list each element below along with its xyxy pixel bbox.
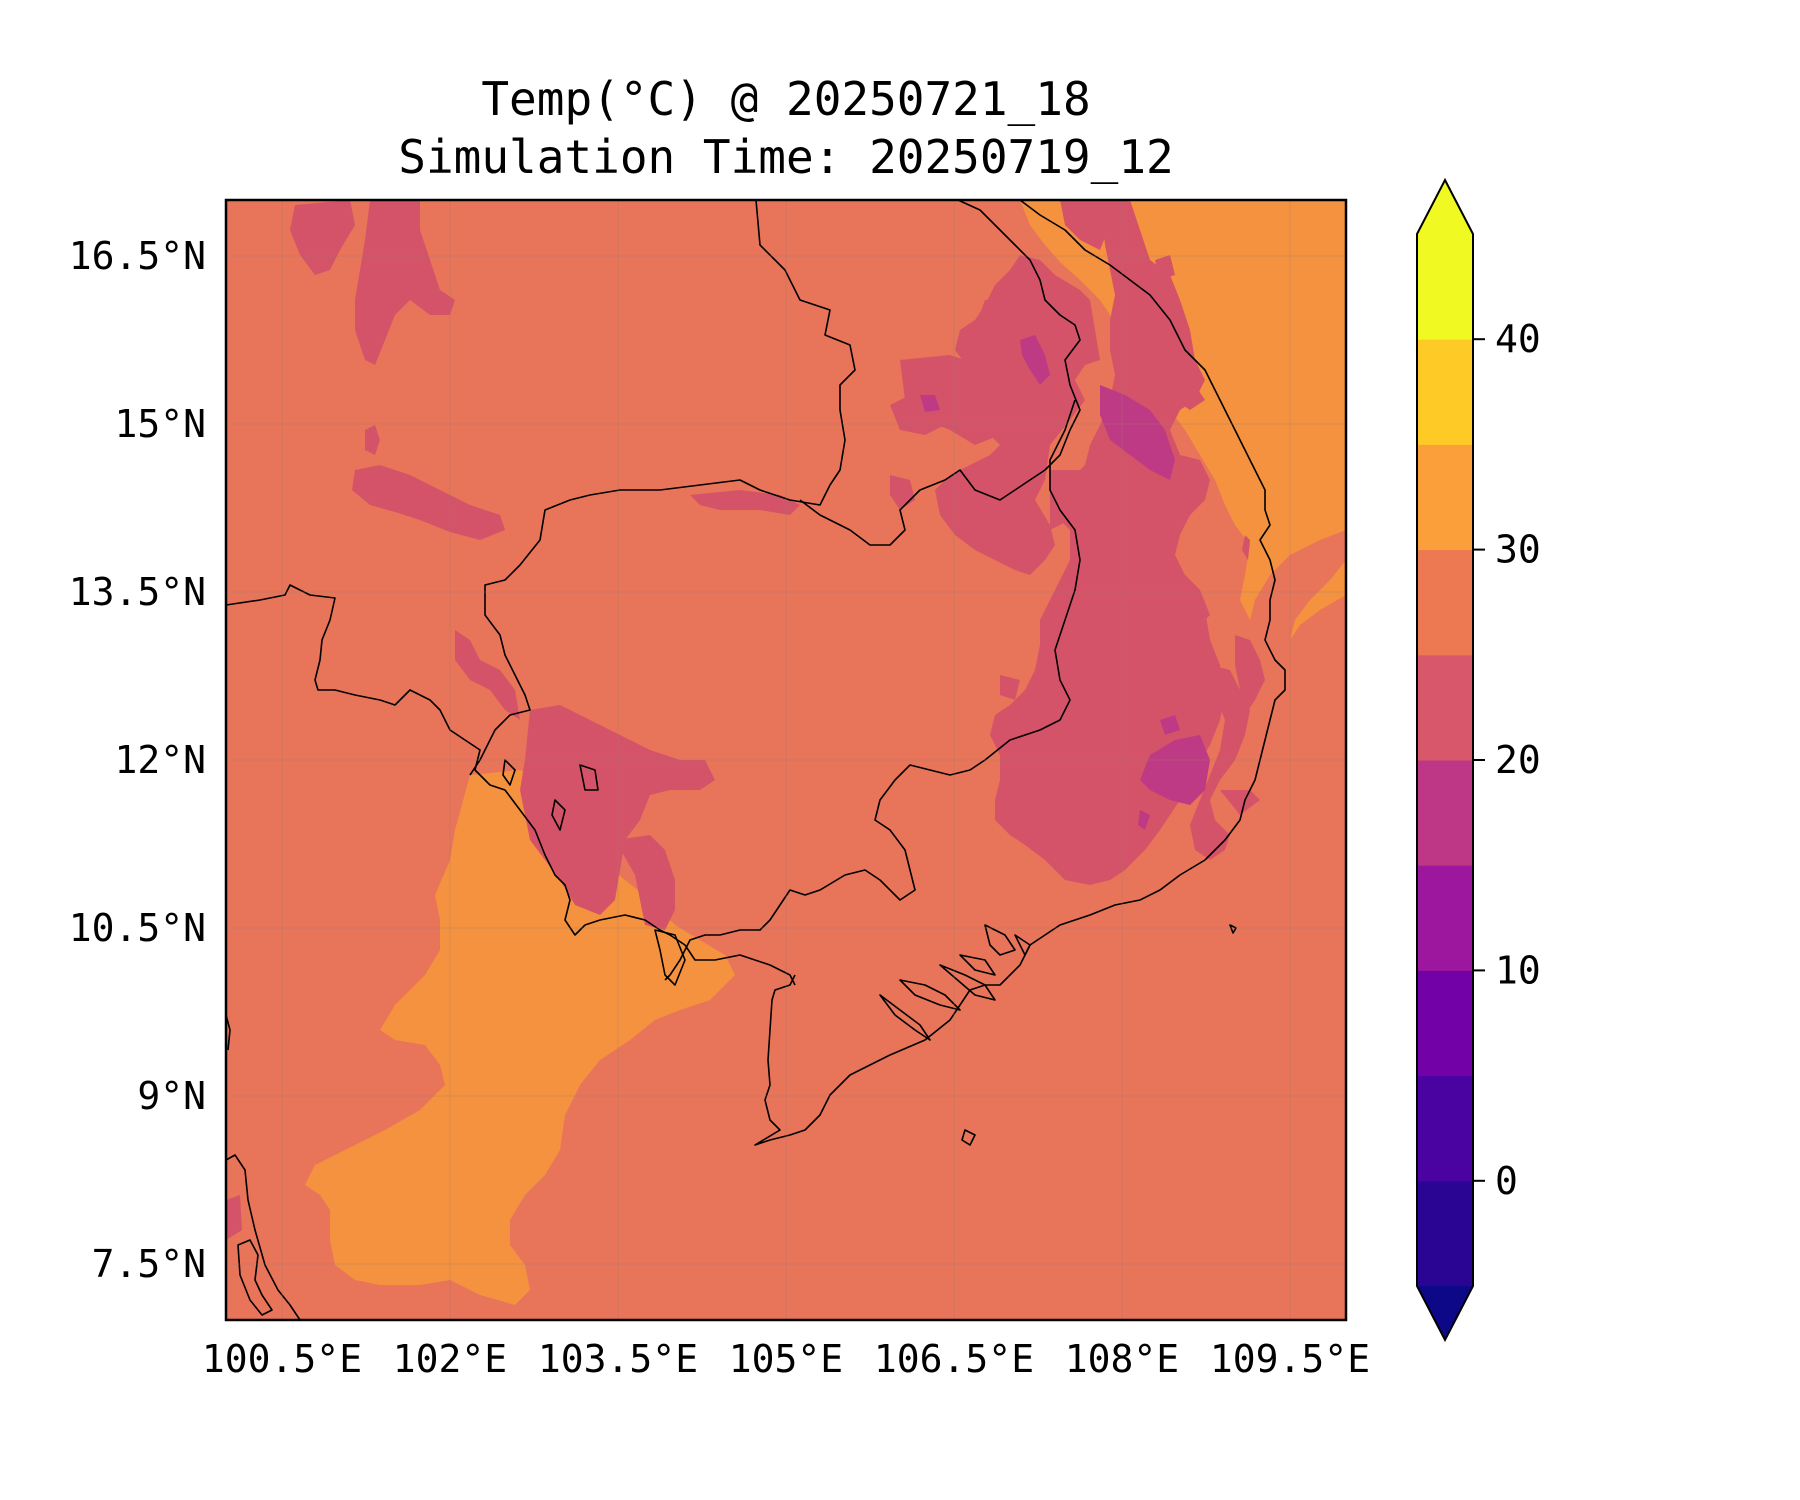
colorbar-band [1417, 444, 1473, 551]
colorbar-band [1417, 339, 1473, 445]
figure-title-line1: Temp(°C) @ 20250721_18 [481, 72, 1090, 126]
longitude-axis: 100.5°E 102°E 103.5°E 105°E 106.5°E 108°E 109.… [202, 1337, 1370, 1381]
longitude-tick-label: 100.5°E [202, 1337, 362, 1381]
longitude-tick-label: 108°E [1065, 1337, 1179, 1381]
latitude-tick-label: 13.5°N [69, 570, 206, 614]
longitude-tick-label: 109.5°E [1210, 1337, 1370, 1381]
colorbar-tick-label: 20 [1495, 738, 1541, 782]
temp-band-15-20 [920, 335, 1210, 830]
colorbar-band [1417, 970, 1473, 1077]
temp-band-30-35-northeast [1020, 200, 1346, 620]
colorbar-band [1417, 865, 1473, 971]
colorbar: 0 10 20 30 40 [1416, 177, 1541, 1343]
map-gridlines [226, 200, 1346, 1320]
map-frame [224, 198, 1348, 1322]
latitude-tick-label: 12°N [114, 738, 206, 782]
colorbar-band [1417, 1075, 1473, 1182]
colorbar-band [1417, 1180, 1473, 1287]
colorbar-band [1417, 549, 1473, 656]
latitude-tick-label: 15°N [114, 402, 206, 446]
temp-band-30-35-gulf [305, 770, 735, 1305]
colorbar-band [1417, 234, 1473, 340]
map-panel [226, 200, 1346, 1320]
longitude-tick-label: 103.5°E [538, 1337, 698, 1381]
colorbar-under-extension [1417, 1286, 1473, 1340]
colorbar-over-extension [1417, 180, 1473, 234]
colorbar-tick-label: 10 [1495, 948, 1541, 992]
longitude-tick-label: 105°E [729, 1337, 843, 1381]
coastlines-and-borders [226, 200, 1286, 1320]
latitude-tick-label: 9°N [137, 1074, 206, 1118]
longitude-tick-label: 102°E [393, 1337, 507, 1381]
latitude-tick-label: 7.5°N [92, 1242, 206, 1286]
colorbar-tick-label: 30 [1495, 528, 1541, 572]
latitude-axis: 16.5°N 15°N 13.5°N 12°N 10.5°N 9°N 7.5°N [69, 234, 206, 1286]
colorbar-band [1417, 760, 1473, 866]
figure-title-line2: Simulation Time: 20250719_12 [398, 130, 1173, 184]
temp-band-30-35-east-strip [1290, 560, 1346, 640]
colorbar-outline [1416, 177, 1474, 1343]
colorbar-tick-label: 0 [1495, 1159, 1518, 1203]
colorbar-tick-label: 40 [1495, 317, 1541, 361]
latitude-tick-label: 10.5°N [69, 906, 206, 950]
longitude-tick-label: 106.5°E [874, 1337, 1034, 1381]
colorbar-band [1417, 654, 1473, 761]
latitude-tick-label: 16.5°N [69, 234, 206, 278]
